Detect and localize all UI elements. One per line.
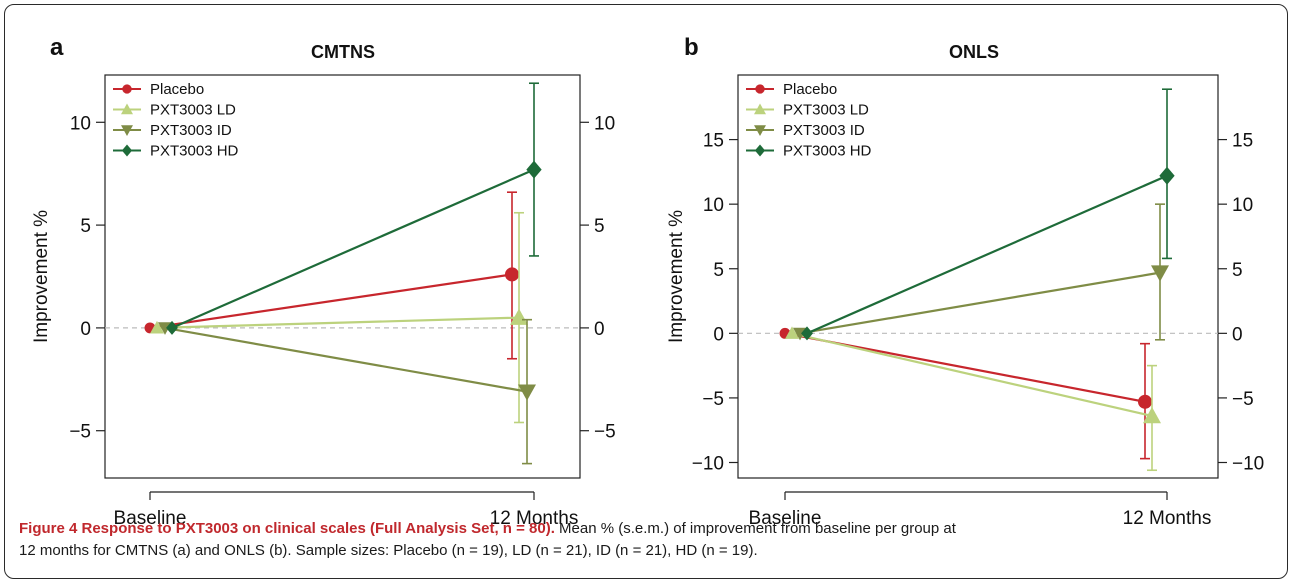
y-tick-label-left: 5 — [80, 216, 91, 237]
y-tick-label-right: 10 — [1232, 195, 1253, 216]
series-pxt3003-id — [793, 203, 1169, 341]
series-pxt3003-ld — [785, 326, 1161, 472]
legend-label: PXT3003 HD — [783, 143, 872, 160]
series-line — [164, 326, 528, 393]
legend-marker — [122, 84, 132, 94]
chart-title: CMTNS — [311, 42, 375, 62]
y-tick-label-left: 10 — [703, 195, 724, 216]
y-tick-label-left: 5 — [713, 260, 724, 281]
y-tick-label-right: 0 — [1232, 324, 1243, 345]
x-tick-label: Baseline — [114, 508, 187, 529]
legend-marker — [121, 144, 133, 157]
series-pxt3003-ld — [150, 211, 528, 424]
data-point — [504, 267, 520, 282]
series-placebo — [779, 327, 1153, 460]
legend-label: PXT3003 LD — [783, 102, 869, 119]
plot-area — [737, 74, 1219, 479]
series-line — [806, 174, 1168, 335]
legend-label: Placebo — [783, 81, 837, 98]
legend-marker — [754, 144, 766, 157]
x-tick-label: 12 Months — [490, 508, 579, 529]
caption-title: Figure 4 Response to PXT3003 on clinical… — [19, 520, 555, 537]
legend-marker — [754, 103, 766, 115]
x-tick-label: 12 Months — [1123, 508, 1212, 529]
series-pxt3003-hd — [801, 88, 1175, 341]
plot-area — [104, 74, 581, 479]
y-tick-label-right: 5 — [594, 216, 605, 237]
y-tick-label-left: −5 — [69, 422, 91, 443]
y-tick-label-left: 15 — [703, 131, 724, 152]
caption-line-2: 12 months for CMTNS (a) and ONLS (b). Sa… — [19, 542, 758, 559]
y-tick-label-left: 10 — [70, 113, 91, 134]
data-point — [1159, 166, 1175, 185]
y-tick-label-right: 5 — [1232, 260, 1243, 281]
series-line — [171, 168, 535, 329]
panel-label: a — [50, 34, 64, 61]
legend-label: PXT3003 ID — [150, 122, 232, 139]
data-point — [526, 160, 542, 179]
data-point — [150, 320, 164, 334]
panel-label: b — [684, 34, 699, 61]
data-point — [518, 384, 536, 401]
y-tick-label-right: 15 — [1232, 131, 1253, 152]
data-point — [1151, 265, 1169, 282]
y-tick-label-left: −10 — [692, 454, 724, 475]
legend: Placebo PXT3003 LD PXT3003 ID PXT3003 HD — [746, 81, 872, 160]
legend: Placebo PXT3003 LD PXT3003 ID PXT3003 HD — [113, 81, 239, 160]
data-point — [1143, 407, 1161, 424]
series-line — [799, 271, 1161, 335]
y-tick-label-left: 0 — [80, 319, 91, 340]
series-placebo — [144, 191, 520, 360]
y-tick-label-right: 10 — [594, 113, 615, 134]
chart-title: ONLS — [949, 42, 999, 62]
y-tick-label-right: 0 — [594, 319, 605, 340]
legend-marker — [121, 125, 133, 136]
figure-caption: Figure 4 Response to PXT3003 on clinical… — [19, 518, 1269, 562]
legend-marker — [754, 125, 766, 136]
legend-label: PXT3003 ID — [783, 122, 865, 139]
series-line — [149, 273, 513, 329]
y-tick-label-left: 0 — [713, 324, 724, 345]
series-line — [791, 332, 1153, 418]
y-tick-label-right: −5 — [594, 422, 616, 443]
panel-b: b ONLS −10 −10 −5 −5 0 0 5 5 10 10 15 15 Improvement %… — [666, 34, 1264, 529]
data-point — [510, 308, 528, 325]
y-tick-label-left: −5 — [702, 389, 724, 410]
y-axis-label: Improvement % — [666, 210, 687, 343]
figure-frame — [4, 4, 1288, 579]
caption-line-1: Mean % (s.e.m.) of improvement from base… — [554, 520, 956, 537]
series-pxt3003-id — [158, 318, 536, 465]
data-point — [166, 320, 178, 335]
y-axis-label: Improvement % — [31, 210, 52, 343]
data-point — [801, 326, 813, 341]
legend-label: Placebo — [150, 81, 204, 98]
x-tick-label: Baseline — [749, 508, 822, 529]
data-point — [785, 326, 799, 339]
y-tick-label-right: −5 — [1232, 389, 1254, 410]
panel-a: a CMTNS −5 −5 0 0 5 5 10 10 Improvement % Baseline 1… — [31, 34, 616, 529]
series-line — [156, 316, 520, 330]
legend-label: PXT3003 HD — [150, 143, 239, 160]
y-tick-label-right: −10 — [1232, 454, 1264, 475]
data-point — [1137, 394, 1153, 409]
series-pxt3003-hd — [166, 82, 542, 335]
legend-label: PXT3003 LD — [150, 102, 236, 119]
legend-marker — [121, 103, 133, 115]
legend-marker — [755, 84, 765, 94]
